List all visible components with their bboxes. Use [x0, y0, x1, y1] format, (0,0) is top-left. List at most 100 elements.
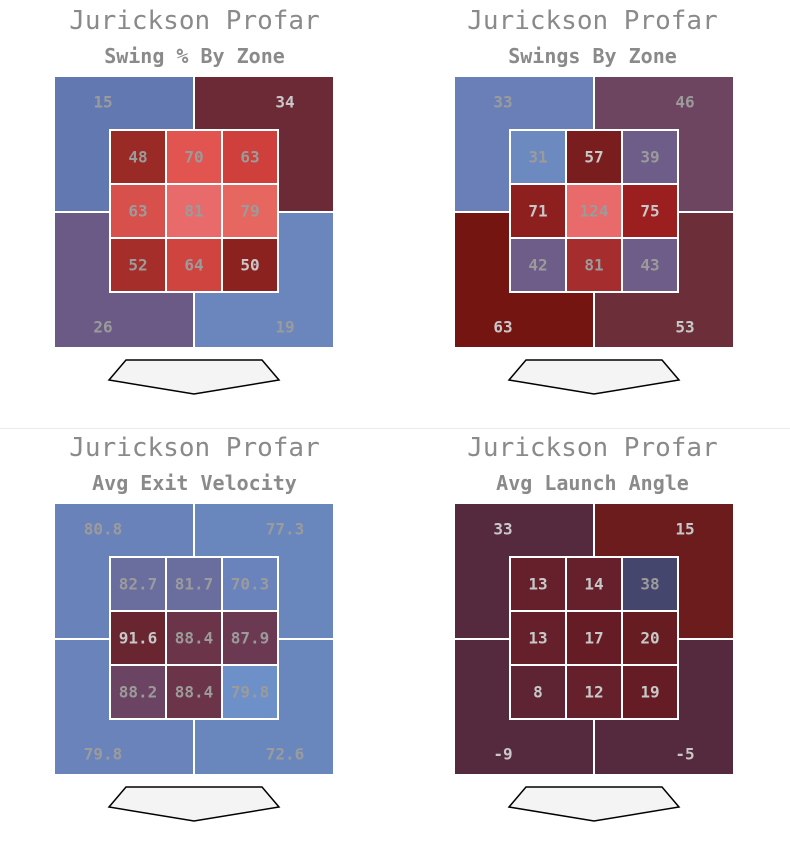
strike-zone-cell-label: 14	[584, 575, 603, 594]
strike-zone-cell-label: 124	[580, 202, 609, 221]
chart-subtitle: Swing % By Zone	[104, 44, 285, 68]
strike-zone-cell	[567, 612, 621, 664]
strike-zone-cell	[623, 558, 677, 610]
strike-zone-cell	[167, 239, 221, 291]
chart-title: Jurickson Profar	[467, 6, 718, 36]
outer-zone-label-bl: 79.8	[84, 745, 123, 764]
outer-zone-label-tr: 46	[675, 93, 694, 112]
home-plate	[107, 786, 281, 822]
strike-zone-cell	[111, 239, 165, 291]
chart-subtitle: Swings By Zone	[508, 44, 677, 68]
chart-title: Jurickson Profar	[69, 6, 320, 36]
strike-zone-cell-label: 81	[184, 202, 203, 221]
strike-zone-cell-label: 81	[584, 256, 603, 275]
strike-zone-cell	[623, 612, 677, 664]
strike-zone-cell-label: 88.4	[175, 683, 214, 702]
strike-zone-cell	[111, 666, 165, 718]
strike-zone-cell-label: 38	[640, 575, 659, 594]
home-plate	[107, 359, 281, 395]
strike-zone-cell	[167, 185, 221, 237]
strike-zone-cell	[511, 558, 565, 610]
strike-zone-cell	[167, 666, 221, 718]
strike-zone-cell	[623, 666, 677, 718]
strike-zone-cell-label: 71	[528, 202, 547, 221]
strike-zone-cell-label: 43	[640, 256, 659, 275]
strike-zone-cell-label: 12	[584, 683, 603, 702]
strike-zone-cell	[223, 239, 277, 291]
strike-zone-cell-label: 13	[528, 575, 547, 594]
strike-zone-cell-label: 70	[184, 148, 203, 167]
strike-zone-cell	[567, 239, 621, 291]
strike-zone-cell	[223, 612, 277, 664]
strike-zone-cell-label: 13	[528, 629, 547, 648]
zone-heatmap: 33 15 -9 -5 13 14 38 13 17 20 8 12 19	[455, 504, 733, 822]
strike-zone-cell	[623, 185, 677, 237]
outer-zone-label-tl: 33	[493, 93, 512, 112]
strike-zone-cell-label: 87.9	[231, 629, 270, 648]
zone-heatmap: 33 46 63 53 31 57 39 71 124 75 42 81 43	[455, 77, 733, 395]
strike-zone-cell-label: 31	[528, 148, 547, 167]
strike-zone-cell	[111, 612, 165, 664]
strike-zone-cell	[111, 558, 165, 610]
zone-heatmap: 15 34 26 19 48 70 63 63 81 79 52 64 50	[55, 77, 333, 395]
strike-zone-cell-label: 81.7	[175, 575, 214, 594]
chart-panel-launch-angle: Jurickson Profar Avg Launch Angle 33 15 -9…	[395, 427, 790, 854]
strike-zone-cell-label: 88.4	[175, 629, 214, 648]
strike-zone-cell	[223, 558, 277, 610]
outer-zone-label-tr: 15	[675, 520, 694, 539]
strike-zone-cell	[223, 666, 277, 718]
strike-zone-cell	[567, 666, 621, 718]
strike-zone-cell-label: 19	[640, 683, 659, 702]
strike-zone-cell-label: 48	[128, 148, 147, 167]
strike-zone-cell-label: 50	[240, 256, 259, 275]
strike-zone-cell	[567, 131, 621, 183]
strike-zone-cell-label: 70.3	[231, 575, 270, 594]
chart-title: Jurickson Profar	[467, 433, 718, 463]
strike-zone-cell	[511, 239, 565, 291]
strike-zone-cell	[567, 185, 621, 237]
strike-zone-cell	[511, 666, 565, 718]
strike-zone-cell-label: 52	[128, 256, 147, 275]
strike-zone-cell-label: 79.8	[231, 683, 270, 702]
strike-zone-cell	[623, 131, 677, 183]
chart-panel-swing-pct: Jurickson Profar Swing % By Zone 15 34 26 1…	[0, 0, 395, 427]
outer-zone-label-br: 19	[275, 318, 294, 337]
outer-zone-label-tr: 34	[275, 93, 294, 112]
strike-zone-cell	[567, 558, 621, 610]
strike-zone-cell-label: 75	[640, 202, 659, 221]
outer-zone-label-bl: 26	[93, 318, 112, 337]
outer-zone-label-tr: 77.3	[266, 520, 305, 539]
strike-zone-cell	[511, 185, 565, 237]
strike-zone-cell-label: 82.7	[119, 575, 158, 594]
strike-zone-cell	[623, 239, 677, 291]
strike-zone-cell	[111, 185, 165, 237]
strike-zone-cell-label: 63	[128, 202, 147, 221]
chart-panel-swings: Jurickson Profar Swings By Zone 33 46 63 53…	[395, 0, 790, 427]
outer-zone-label-bl: 63	[493, 318, 512, 337]
chart-subtitle: Avg Launch Angle	[496, 471, 689, 495]
home-plate	[507, 786, 681, 822]
strike-zone-cell-label: 42	[528, 256, 547, 275]
strike-zone-cell	[511, 612, 565, 664]
outer-zone-label-br: 72.6	[266, 745, 305, 764]
outer-zone-label-bl: -9	[493, 745, 512, 764]
strike-zone-cell-label: 57	[584, 148, 603, 167]
strike-zone-cell-label: 20	[640, 629, 659, 648]
home-plate	[507, 359, 681, 395]
strike-zone-cell-label: 79	[240, 202, 259, 221]
strike-zone-cell-label: 17	[584, 629, 603, 648]
outer-zone-label-tl: 15	[93, 93, 112, 112]
strike-zone-cell-label: 63	[240, 148, 259, 167]
outer-zone-label-tl: 80.8	[84, 520, 123, 539]
strike-zone-cell	[167, 131, 221, 183]
strike-zone-cell	[167, 558, 221, 610]
strike-zone-cell-label: 64	[184, 256, 203, 275]
outer-zone-label-br: -5	[675, 745, 694, 764]
chart-title: Jurickson Profar	[69, 433, 320, 463]
strike-zone-cell	[167, 612, 221, 664]
strike-zone-cell-label: 8	[533, 683, 543, 702]
zone-heatmap: 80.8 77.3 79.8 72.6 82.7 81.7 70.3 91.6 88.4 87.9…	[55, 504, 333, 822]
strike-zone-cell	[223, 131, 277, 183]
row-divider	[0, 428, 790, 429]
outer-zone-label-tl: 33	[493, 520, 512, 539]
